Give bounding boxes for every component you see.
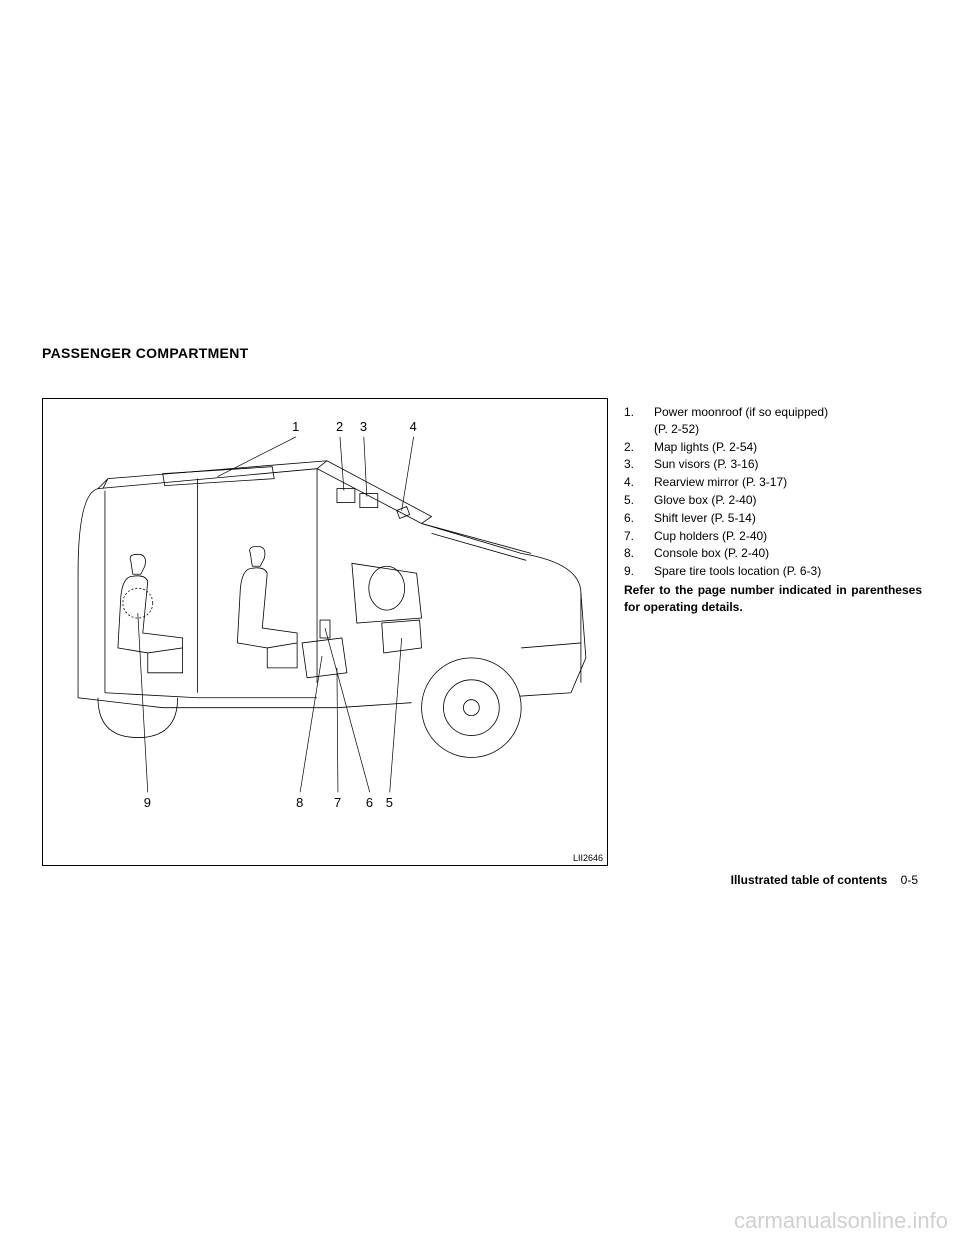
callout-2: 2 <box>336 419 343 434</box>
list-item: 2.Map lights (P. 2-54) <box>624 439 922 456</box>
list-item-text: Sun visors (P. 3-16) <box>654 456 922 473</box>
list-item-text: Glove box (P. 2-40) <box>654 492 922 509</box>
list-item-number: 3. <box>624 456 654 473</box>
callout-9: 9 <box>144 795 151 810</box>
callout-5: 5 <box>386 795 393 810</box>
section-title: PASSENGER COMPARTMENT <box>42 345 248 361</box>
callout-6: 6 <box>366 795 373 810</box>
list-item-number: 5. <box>624 492 654 509</box>
list-item-number: 2. <box>624 439 654 456</box>
diagram-box: 1 2 3 4 9 8 7 6 5 LII2646 <box>42 398 608 866</box>
list-item: 7.Cup holders (P. 2-40) <box>624 528 922 545</box>
list-item-text: Shift lever (P. 5-14) <box>654 510 922 527</box>
list-item-number: 7. <box>624 528 654 545</box>
footer-page: 0-5 <box>901 873 918 887</box>
footer-title: Illustrated table of contents <box>731 873 888 887</box>
list-item: 1.Power moonroof (if so equipped) (P. 2-… <box>624 404 922 438</box>
diagram-code: LII2646 <box>573 853 603 863</box>
list-item: 6.Shift lever (P. 5-14) <box>624 510 922 527</box>
list-item-number: 8. <box>624 545 654 562</box>
note-text: Refer to the page number indicated in pa… <box>624 582 922 616</box>
list-item-number: 9. <box>624 563 654 580</box>
watermark: carmanualsonline.info <box>734 1208 948 1234</box>
callout-1: 1 <box>292 419 299 434</box>
list-item: 4.Rearview mirror (P. 3-17) <box>624 474 922 491</box>
callout-7: 7 <box>334 795 341 810</box>
list-item-text: Spare tire tools location (P. 6-3) <box>654 563 922 580</box>
vehicle-diagram: 1 2 3 4 9 8 7 6 5 <box>43 399 607 865</box>
list-item: 3.Sun visors (P. 3-16) <box>624 456 922 473</box>
list-item-text: Power moonroof (if so equipped) (P. 2-52… <box>654 404 922 438</box>
list-item-number: 6. <box>624 510 654 527</box>
callout-4: 4 <box>410 419 417 434</box>
list-item-text: Map lights (P. 2-54) <box>654 439 922 456</box>
list-item: 8.Console box (P. 2-40) <box>624 545 922 562</box>
list-item: 5.Glove box (P. 2-40) <box>624 492 922 509</box>
callout-8: 8 <box>296 795 303 810</box>
list-item: 9.Spare tire tools location (P. 6-3) <box>624 563 922 580</box>
list-item-text: Cup holders (P. 2-40) <box>654 528 922 545</box>
parts-list: 1.Power moonroof (if so equipped) (P. 2-… <box>624 404 922 616</box>
callout-3: 3 <box>360 419 367 434</box>
list-item-number: 4. <box>624 474 654 491</box>
page-footer: Illustrated table of contents 0-5 <box>731 873 918 887</box>
list-item-text: Console box (P. 2-40) <box>654 545 922 562</box>
list-item-text: Rearview mirror (P. 3-17) <box>654 474 922 491</box>
list-item-number: 1. <box>624 404 654 438</box>
